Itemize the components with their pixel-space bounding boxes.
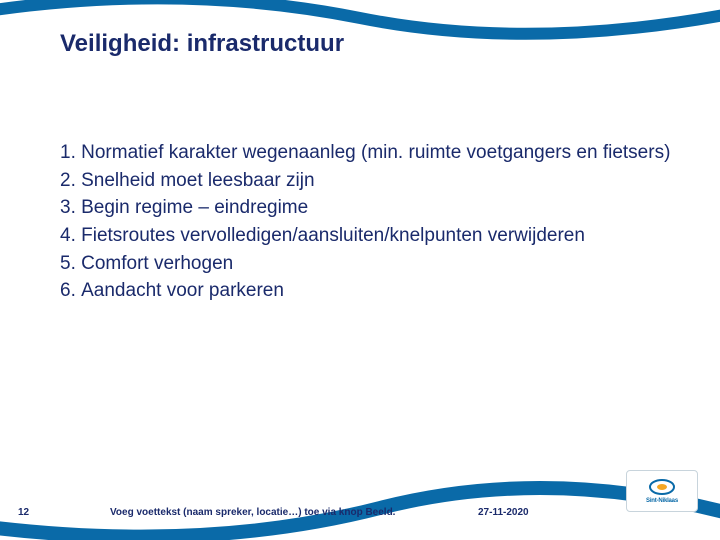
list-text: Fietsroutes vervolledigen/aansluiten/kne… bbox=[81, 223, 680, 249]
top-wave-path bbox=[0, 0, 720, 34]
list-number: 3. bbox=[60, 195, 81, 221]
list-text: Aandacht voor parkeren bbox=[81, 278, 680, 304]
list-number: 1. bbox=[60, 140, 81, 166]
content-list: 1. Normatief karakter wegenaanleg (min. … bbox=[60, 140, 680, 306]
slide-title: Veiligheid: infrastructuur bbox=[60, 30, 344, 58]
list-item: 5. Comfort verhogen bbox=[60, 251, 680, 277]
list-text: Normatief karakter wegenaanleg (min. rui… bbox=[81, 140, 680, 166]
list-number: 6. bbox=[60, 278, 81, 304]
logo-text: Sint-Niklaas bbox=[646, 498, 678, 504]
footer-bar: 12 Voeg voettekst (naam spreker, locatie… bbox=[0, 500, 720, 524]
list-number: 4. bbox=[60, 223, 81, 249]
list-number: 5. bbox=[60, 251, 81, 277]
list-item: 4. Fietsroutes vervolledigen/aansluiten/… bbox=[60, 223, 680, 249]
list-item: 1. Normatief karakter wegenaanleg (min. … bbox=[60, 140, 680, 166]
list-item: 2. Snelheid moet leesbaar zijn bbox=[60, 168, 680, 194]
logo-swirl-icon bbox=[648, 478, 676, 496]
list-item: 6. Aandacht voor parkeren bbox=[60, 278, 680, 304]
slide-number: 12 bbox=[18, 507, 29, 518]
logo: Sint-Niklaas bbox=[626, 470, 698, 512]
list-text: Snelheid moet leesbaar zijn bbox=[81, 168, 680, 194]
footer-date: 27-11-2020 bbox=[478, 507, 529, 518]
list-text: Begin regime – eindregime bbox=[81, 195, 680, 221]
list-text: Comfort verhogen bbox=[81, 251, 680, 277]
list-number: 2. bbox=[60, 168, 81, 194]
footer-text: Voeg voettekst (naam spreker, locatie…) … bbox=[110, 507, 395, 518]
list-item: 3. Begin regime – eindregime bbox=[60, 195, 680, 221]
